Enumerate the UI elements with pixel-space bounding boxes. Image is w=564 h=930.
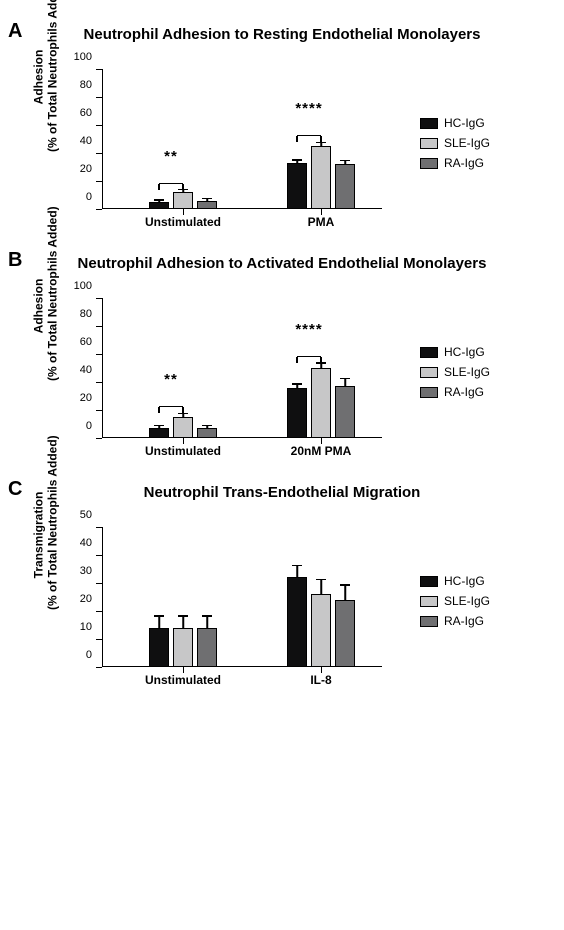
bar: [311, 368, 331, 438]
plot-area: 01020304050UnstimulatedIL-8: [102, 527, 382, 667]
legend-item: RA-IgG: [420, 156, 490, 170]
legend-label: HC-IgG: [444, 116, 485, 130]
panel-c: CNeutrophil Trans-Endothelial MigrationT…: [12, 484, 552, 695]
legend-swatch: [420, 616, 438, 627]
legend-swatch: [420, 118, 438, 129]
legend-swatch: [420, 576, 438, 587]
y-tick-label: 40: [80, 537, 92, 549]
bar: [173, 417, 193, 438]
legend-label: RA-IgG: [444, 385, 484, 399]
legend: HC-IgG SLE-IgG RA-IgG: [420, 345, 490, 405]
legend-label: SLE-IgG: [444, 594, 490, 608]
y-tick-label: 60: [80, 336, 92, 348]
legend-swatch: [420, 138, 438, 149]
legend-label: SLE-IgG: [444, 365, 490, 379]
group-label: 20nM PMA: [291, 444, 352, 458]
bar: [335, 386, 355, 438]
y-tick-label: 20: [80, 593, 92, 605]
bar: [173, 192, 193, 209]
legend-swatch: [420, 367, 438, 378]
group-label: Unstimulated: [145, 673, 221, 687]
legend-label: RA-IgG: [444, 156, 484, 170]
legend-item: RA-IgG: [420, 385, 490, 399]
y-tick-label: 0: [86, 420, 92, 432]
legend-item: SLE-IgG: [420, 365, 490, 379]
group-label: Unstimulated: [145, 215, 221, 229]
legend-swatch: [420, 158, 438, 169]
y-tick-label: 0: [86, 191, 92, 203]
y-tick-label: 40: [80, 364, 92, 376]
y-tick-label: 30: [80, 565, 92, 577]
bar: [197, 428, 217, 438]
legend-label: SLE-IgG: [444, 136, 490, 150]
y-tick-label: 60: [80, 107, 92, 119]
panel-letter: A: [8, 20, 22, 43]
legend-item: SLE-IgG: [420, 136, 490, 150]
y-tick-label: 20: [80, 392, 92, 404]
panel-a: ANeutrophil Adhesion to Resting Endothel…: [12, 26, 552, 237]
y-axis-title: Adhesion(% of Total Neutrophils Added): [32, 2, 61, 152]
significance-label: **: [164, 371, 178, 388]
bar: [197, 628, 217, 667]
legend-label: HC-IgG: [444, 345, 485, 359]
bar: [335, 600, 355, 667]
bar: [149, 428, 169, 438]
panel-title: Neutrophil Adhesion to Resting Endotheli…: [12, 26, 552, 43]
bar: [173, 628, 193, 667]
legend-swatch: [420, 347, 438, 358]
bar: [287, 163, 307, 209]
chart-area: Transmigration(% of Total Neutrophils Ad…: [52, 505, 412, 695]
group-label: IL-8: [310, 673, 331, 687]
legend-item: SLE-IgG: [420, 594, 490, 608]
significance-label: **: [164, 148, 178, 165]
legend-item: HC-IgG: [420, 116, 490, 130]
legend-swatch: [420, 596, 438, 607]
bar: [311, 594, 331, 667]
legend-swatch: [420, 387, 438, 398]
y-tick-label: 50: [80, 509, 92, 521]
plot-area: 020406080100Unstimulated20nM PMA******: [102, 298, 382, 438]
chart-row: Adhesion(% of Total Neutrophils Added)02…: [12, 47, 552, 237]
legend-item: RA-IgG: [420, 614, 490, 628]
panel-letter: C: [8, 478, 22, 501]
chart-area: Adhesion(% of Total Neutrophils Added)02…: [52, 276, 412, 466]
bar: [311, 146, 331, 209]
group-label: PMA: [308, 215, 335, 229]
legend: HC-IgG SLE-IgG RA-IgG: [420, 116, 490, 176]
chart-area: Adhesion(% of Total Neutrophils Added)02…: [52, 47, 412, 237]
y-tick-label: 0: [86, 649, 92, 661]
legend-label: HC-IgG: [444, 574, 485, 588]
chart-row: Adhesion(% of Total Neutrophils Added)02…: [12, 276, 552, 466]
y-axis-title: Adhesion(% of Total Neutrophils Added): [32, 231, 61, 381]
bar: [149, 202, 169, 209]
bar: [335, 164, 355, 209]
panel-title: Neutrophil Adhesion to Activated Endothe…: [12, 255, 552, 272]
plot-area: 020406080100UnstimulatedPMA******: [102, 69, 382, 209]
bar: [287, 577, 307, 667]
y-axis-title: Transmigration(% of Total Neutrophils Ad…: [32, 460, 61, 610]
bar: [149, 628, 169, 667]
chart-row: Transmigration(% of Total Neutrophils Ad…: [12, 505, 552, 695]
legend-item: HC-IgG: [420, 345, 490, 359]
y-tick-label: 20: [80, 163, 92, 175]
panel-letter: B: [8, 249, 22, 272]
significance-label: ****: [295, 100, 322, 117]
bar: [197, 201, 217, 209]
bar: [287, 388, 307, 438]
y-tick-label: 10: [80, 621, 92, 633]
legend-item: HC-IgG: [420, 574, 490, 588]
legend: HC-IgG SLE-IgG RA-IgG: [420, 574, 490, 634]
y-tick-label: 80: [80, 79, 92, 91]
panel-title: Neutrophil Trans-Endothelial Migration: [12, 484, 552, 501]
y-tick-label: 100: [74, 51, 92, 63]
legend-label: RA-IgG: [444, 614, 484, 628]
y-tick-label: 100: [74, 280, 92, 292]
y-tick-label: 40: [80, 135, 92, 147]
significance-label: ****: [295, 321, 322, 338]
y-tick-label: 80: [80, 308, 92, 320]
group-label: Unstimulated: [145, 444, 221, 458]
panel-b: BNeutrophil Adhesion to Activated Endoth…: [12, 255, 552, 466]
